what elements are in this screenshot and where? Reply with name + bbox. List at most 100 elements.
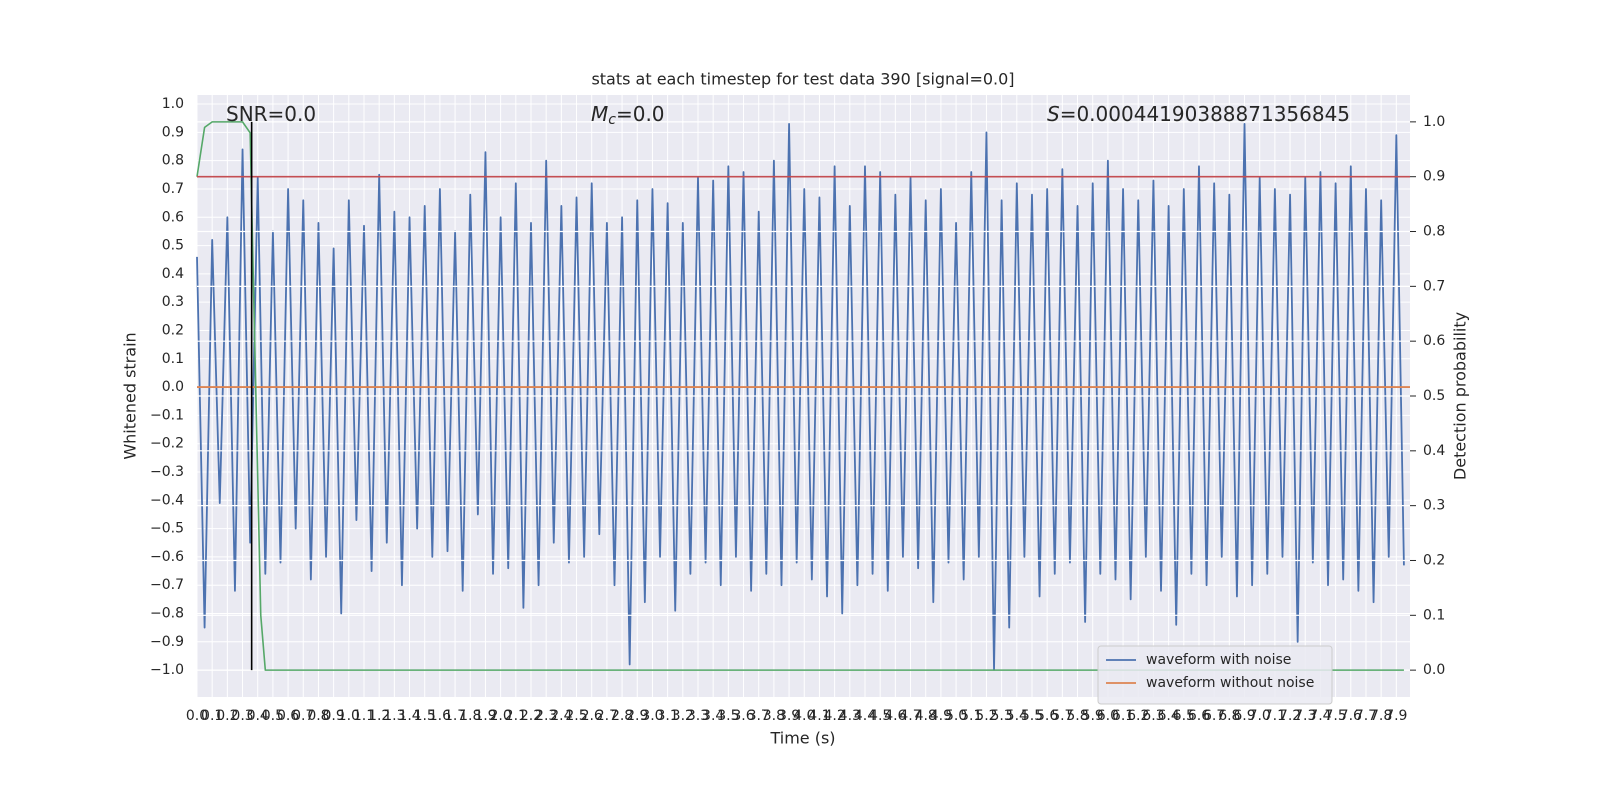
x-axis-label: Time (s) xyxy=(769,729,835,748)
x-tick-label: 6.9 xyxy=(1233,708,1255,724)
legend-label: waveform without noise xyxy=(1146,675,1314,691)
x-tick-label: 4.4 xyxy=(854,708,876,724)
y-tick-label: 0.5 xyxy=(162,238,184,254)
x-tick-label: 3.4 xyxy=(702,708,724,724)
legend-box xyxy=(1097,645,1333,705)
x-tick-label: 0.4 xyxy=(247,708,269,724)
y-tick-label: 0.2 xyxy=(162,322,184,338)
x-tick-label: 0.6 xyxy=(277,708,299,724)
y2-tick-label: 0.3 xyxy=(1423,498,1445,514)
x-tick-label: 3.6 xyxy=(732,708,754,724)
x-tick-label: 0.7 xyxy=(292,708,314,724)
x-tick-label: 7.6 xyxy=(1340,708,1362,724)
y-tick-label: −1.0 xyxy=(150,662,184,678)
y2-tick-label: 0.5 xyxy=(1423,388,1445,404)
y-tick-label: −0.8 xyxy=(150,606,184,622)
y-axis-label: Whitened strain xyxy=(121,332,140,459)
y2-tick-label: 1.0 xyxy=(1423,114,1445,130)
x-tick-label: 7.2 xyxy=(1279,708,1301,724)
x-tick-label: 7.1 xyxy=(1264,708,1286,724)
annotation-text: =0.0 xyxy=(616,102,665,126)
legend-label: waveform with noise xyxy=(1146,652,1291,668)
x-tick-label: 6.7 xyxy=(1203,708,1225,724)
y-tick-label: 0.8 xyxy=(162,153,184,169)
x-tick-label: 2.9 xyxy=(626,708,648,724)
x-tick-label: 1.5 xyxy=(414,708,436,724)
x-tick-label: 6.8 xyxy=(1218,708,1240,724)
x-tick-label: 4.3 xyxy=(839,708,861,724)
y-tick-label: −0.2 xyxy=(150,436,184,452)
x-tick-label: 2.7 xyxy=(596,708,618,724)
x-tick-label: 0.8 xyxy=(307,708,329,724)
x-tick-label: 3.0 xyxy=(641,708,663,724)
x-tick-label: 7.3 xyxy=(1294,708,1316,724)
y-tick-label: −0.4 xyxy=(150,492,184,508)
x-tick-label: 6.6 xyxy=(1188,708,1210,724)
x-tick-label: 0.0 xyxy=(186,708,208,724)
x-tick-label: 7.8 xyxy=(1370,708,1392,724)
x-tick-label: 1.3 xyxy=(383,708,405,724)
y2-tick-label: 0.2 xyxy=(1423,552,1445,568)
x-tick-label: 1.1 xyxy=(353,708,375,724)
annotation: Mc=0.0 xyxy=(591,102,665,129)
x-tick-label: 7.0 xyxy=(1249,708,1271,724)
x-tick-label: 2.2 xyxy=(520,708,542,724)
x-tick-label: 4.6 xyxy=(884,708,906,724)
x-tick-label: 5.6 xyxy=(1036,708,1058,724)
y2-tick-label: 0.1 xyxy=(1423,607,1445,623)
x-tick-label: 6.3 xyxy=(1142,708,1164,724)
annotation-text: =0.00044190388871356845 xyxy=(1060,102,1350,126)
x-tick-label: 2.6 xyxy=(581,708,603,724)
x-tick-label: 6.0 xyxy=(1097,708,1119,724)
y2-tick-label: 0.0 xyxy=(1423,662,1445,678)
x-tick-label: 7.5 xyxy=(1324,708,1346,724)
annotation-symbol: M xyxy=(591,102,608,126)
x-tick-label: 1.7 xyxy=(444,708,466,724)
y-tick-label: 0.6 xyxy=(162,209,184,225)
annotation-symbol: S xyxy=(1047,102,1060,126)
x-tick-label: 4.9 xyxy=(930,708,952,724)
x-tick-label: 3.3 xyxy=(687,708,709,724)
x-tick-label: 2.8 xyxy=(611,708,633,724)
x-tick-label: 5.3 xyxy=(990,708,1012,724)
y-tick-label: 0.1 xyxy=(162,351,184,367)
y-tick-label: 0.9 xyxy=(162,124,184,140)
series-line xyxy=(196,122,1405,672)
x-tick-label: 5.7 xyxy=(1051,708,1073,724)
x-tick-label: 0.1 xyxy=(201,708,223,724)
y-tick-label: 1.0 xyxy=(162,96,184,112)
x-tick-label: 1.4 xyxy=(398,708,420,724)
y2-tick-label: 0.6 xyxy=(1423,333,1445,349)
x-tick-label: 0.9 xyxy=(323,708,345,724)
annotation: SNR=0.0 xyxy=(226,102,316,126)
y-tick-label: −0.5 xyxy=(150,521,184,537)
y-tick-label: −0.9 xyxy=(150,634,184,650)
y-tick-label: −0.7 xyxy=(150,577,184,593)
x-tick-label: 6.5 xyxy=(1173,708,1195,724)
x-tick-label: 0.3 xyxy=(231,708,253,724)
x-tick-label: 2.4 xyxy=(550,708,572,724)
x-tick-label: 1.9 xyxy=(474,708,496,724)
annotation: S=0.00044190388871356845 xyxy=(1047,102,1350,126)
x-tick-label: 5.5 xyxy=(1021,708,1043,724)
chart-title: stats at each timestep for test data 390… xyxy=(591,70,1014,89)
x-tick-label: 4.8 xyxy=(915,708,937,724)
x-tick-label: 3.8 xyxy=(763,708,785,724)
y-tick-label: −0.6 xyxy=(150,549,184,565)
y-tick-label: 0.7 xyxy=(162,181,184,197)
x-tick-label: 3.7 xyxy=(748,708,770,724)
y-tick-label: 0.3 xyxy=(162,294,184,310)
x-tick-label: 6.4 xyxy=(1157,708,1179,724)
x-tick-label: 4.7 xyxy=(899,708,921,724)
x-tick-label: 5.2 xyxy=(975,708,997,724)
x-tick-label: 2.1 xyxy=(505,708,527,724)
y2-tick-label: 0.8 xyxy=(1423,224,1445,240)
y2-tick-label: 0.9 xyxy=(1423,169,1445,185)
x-tick-label: 4.2 xyxy=(823,708,845,724)
annotation-subscript: c xyxy=(608,112,616,128)
x-tick-label: 3.5 xyxy=(717,708,739,724)
x-tick-label: 5.9 xyxy=(1082,708,1104,724)
y-tick-label: −0.1 xyxy=(150,407,184,423)
